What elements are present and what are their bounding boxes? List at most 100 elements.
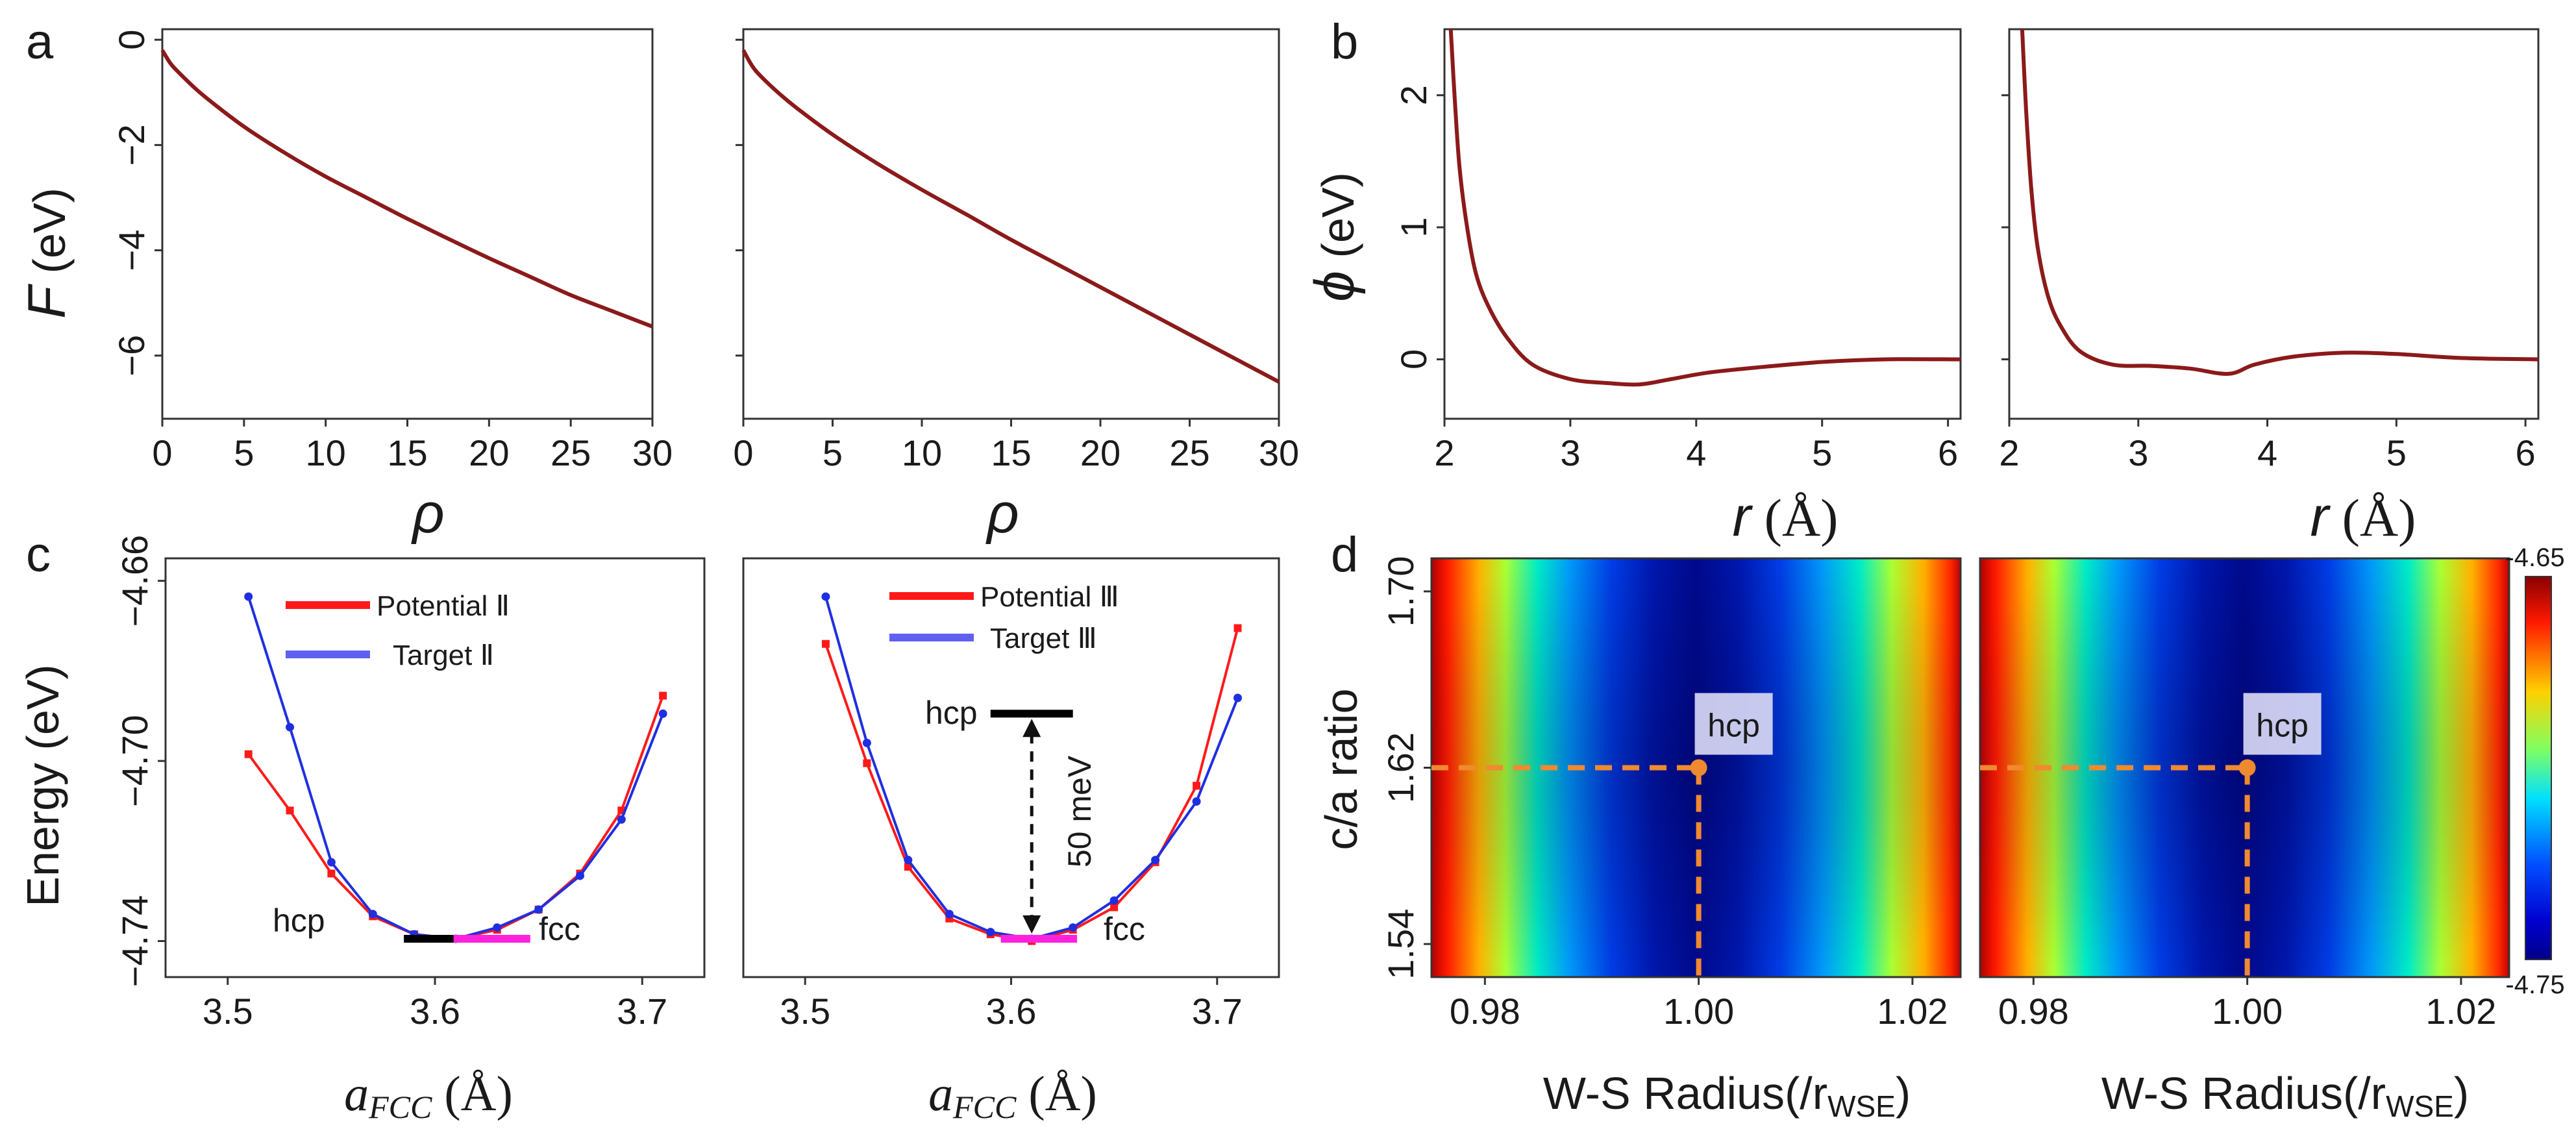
a-left-ytick-label-1: −2 bbox=[111, 124, 152, 166]
c-right-series-1-point-3 bbox=[945, 910, 954, 919]
ylabel-b-var: ϕ bbox=[1304, 271, 1366, 302]
c-right-series-0-point-10 bbox=[1233, 624, 1242, 632]
xlabel-d-right-sub: WSE bbox=[2386, 1089, 2454, 1123]
b-left-ytick-label-0: 0 bbox=[1393, 349, 1434, 369]
colorbar-min-label: -4.75 bbox=[2505, 971, 2564, 999]
xlabel-d-right-close: ) bbox=[2454, 1068, 2469, 1119]
a-right-frame bbox=[742, 28, 1280, 420]
c-left-xtick-label-2: 3.7 bbox=[617, 991, 667, 1032]
chart-c-left: 3.5 3.6 3.7 −4.66 −4.70 −4.74 bbox=[114, 535, 706, 1032]
c-left-series-0-point-0 bbox=[244, 750, 253, 758]
a-right-xtick-label-3: 15 bbox=[991, 432, 1031, 473]
c-left-series-1-point-8 bbox=[575, 871, 584, 880]
legend-label-target-2: Target Ⅱ bbox=[393, 639, 494, 671]
c-left-xtick-label-0: 3.5 bbox=[203, 991, 253, 1032]
xlabel-b-left-unit: (Å) bbox=[1751, 488, 1838, 547]
c-right-series-0-point-9 bbox=[1193, 782, 1201, 790]
xlabel-b-right-var: r bbox=[2310, 486, 2331, 548]
c-left-series-1-point-1 bbox=[286, 723, 295, 732]
xlabel-d-left-main: W-S Radius(/r bbox=[1543, 1068, 1827, 1119]
a-left-xtick-label-0: 0 bbox=[152, 432, 172, 473]
d-right-xtick-label-1: 1.00 bbox=[2212, 991, 2283, 1032]
a-left-ytick-label-3: −6 bbox=[111, 335, 152, 377]
c-right-gap-arrow-head-down bbox=[1022, 915, 1041, 934]
xlabel-d-right: W-S Radius(/rWSE) bbox=[2101, 1068, 2469, 1123]
c-right-series-1-point-10 bbox=[1233, 693, 1243, 702]
d-left-xtick-label-2: 1.02 bbox=[1877, 991, 1948, 1032]
xlabel-c-right-unit: (Å) bbox=[1016, 1067, 1097, 1121]
b-right-frame bbox=[2008, 28, 2540, 420]
a-left-ytick-label-0: 0 bbox=[111, 30, 152, 50]
c-left-series-1-point-9 bbox=[617, 815, 626, 824]
b-left-frame bbox=[1443, 28, 1962, 420]
fcc-label-c-right: fcc bbox=[1104, 911, 1145, 947]
xlabel-d-right-main: W-S Radius(/r bbox=[2101, 1068, 2386, 1119]
d-right-hcp-label: hcp bbox=[2256, 708, 2309, 744]
c-right-series-1-point-2 bbox=[904, 856, 913, 865]
ylabel-c: Energy (eV) bbox=[18, 664, 68, 906]
xlabel-c-right: aFCC (Å) bbox=[928, 1067, 1097, 1125]
a-right-xtick-label-2: 10 bbox=[902, 432, 942, 473]
chart-b-right: 2 3 4 5 6 bbox=[1999, 28, 2540, 473]
chart-a-right: 0 5 10 15 20 25 30 bbox=[733, 28, 1299, 473]
c-right-xtick-label-2: 3.7 bbox=[1192, 991, 1243, 1032]
a-right-xtick-label-4: 20 bbox=[1080, 432, 1121, 473]
xlabel-d-left-sub: WSE bbox=[1827, 1089, 1896, 1123]
c-left-series-0-point-1 bbox=[286, 806, 294, 815]
chart-d-left: 0.98 1.00 1.02 1.54 1.62 1.70 hcp bbox=[1380, 556, 1962, 1032]
xlabel-b-left: r (Å) bbox=[1733, 486, 1839, 548]
legend-label-potential-2: Potential Ⅱ bbox=[377, 590, 510, 622]
c-right-series-1-point-1 bbox=[862, 738, 871, 747]
c-left-series-0-point-2 bbox=[327, 869, 336, 878]
xlabel-a-right: ρ bbox=[985, 482, 1019, 545]
panel-label-a: a bbox=[26, 14, 54, 69]
c-right-series-1-point-9 bbox=[1192, 797, 1201, 806]
d-right-min-point bbox=[2238, 759, 2256, 776]
a-right-series-line-0 bbox=[741, 49, 1280, 384]
c-right-series-0-point-7 bbox=[1110, 903, 1119, 912]
xlabel-a-left: ρ bbox=[410, 482, 444, 545]
c-left-series-1-point-0 bbox=[244, 592, 253, 601]
a-right-xtick-label-1: 5 bbox=[823, 432, 843, 473]
b-right-xtick-label-0: 2 bbox=[1999, 432, 2019, 473]
xlabel-d-left: W-S Radius(/rWSE) bbox=[1543, 1068, 1911, 1123]
c-left-series-1-point-10 bbox=[658, 709, 667, 718]
c-left-ytick-label-0: −4.66 bbox=[114, 535, 155, 627]
xlabel-c-left: aFCC (Å) bbox=[344, 1067, 513, 1125]
xlabel-c-left-sub: FCC bbox=[368, 1089, 432, 1125]
b-left-ytick-label-2: 2 bbox=[1393, 85, 1434, 105]
colorbar bbox=[2525, 576, 2552, 960]
a-left-xtick-label-1: 5 bbox=[234, 432, 254, 473]
c-right-series-1-point-0 bbox=[821, 592, 830, 601]
d-left-xtick-label-1: 1.00 bbox=[1663, 991, 1734, 1032]
chart-d-right: 0.98 1.00 1.02 hcp bbox=[1979, 557, 2510, 1032]
a-left-frame bbox=[161, 28, 654, 420]
ylabel-d: c/a ratio bbox=[1316, 689, 1367, 850]
c-left-series-1-point-2 bbox=[327, 858, 336, 867]
a-left-xtick-label-3: 15 bbox=[387, 432, 427, 473]
c-left-series-1-point-6 bbox=[493, 923, 502, 932]
c-right-xtick-label-1: 3.6 bbox=[986, 991, 1037, 1032]
d-left-ytick-label-0: 1.54 bbox=[1380, 909, 1421, 980]
panel-label-d: d bbox=[1331, 527, 1358, 582]
d-left-ytick-label-1: 1.62 bbox=[1380, 732, 1421, 803]
d-left-hcp-label-bg bbox=[1694, 693, 1773, 755]
d-left-xtick-label-0: 0.98 bbox=[1450, 991, 1520, 1032]
c-left-ytick-label-1: −4.70 bbox=[114, 715, 155, 807]
b-right-xtick-label-3: 5 bbox=[2386, 432, 2407, 473]
d-left-min-point bbox=[1690, 759, 1707, 776]
b-right-xtick-label-2: 4 bbox=[2257, 432, 2277, 473]
a-left-xtick-label-5: 25 bbox=[551, 432, 591, 473]
legend-label-target-3: Target Ⅲ bbox=[990, 623, 1097, 654]
ylabel-a-unit: (eV) bbox=[24, 188, 75, 286]
c-right-series-0-point-0 bbox=[821, 639, 830, 648]
chart-a-left: 0 5 10 15 20 25 30 0 −2 −4 −6 bbox=[111, 28, 673, 473]
b-right-xtick-label-1: 3 bbox=[2128, 432, 2148, 473]
b-left-xtick-label-0: 2 bbox=[1434, 432, 1454, 473]
ylabel-a-var: F bbox=[18, 284, 77, 319]
c-left-ytick-label-2: −4.74 bbox=[114, 895, 155, 987]
legend-c-right: Potential Ⅲ Target Ⅲ bbox=[889, 581, 1119, 654]
d-right-hcp-label-bg bbox=[2243, 693, 2322, 755]
chart-c-right: 3.5 3.6 3.7 bbox=[742, 557, 1280, 1032]
c-right-series-1-point-8 bbox=[1151, 856, 1160, 865]
